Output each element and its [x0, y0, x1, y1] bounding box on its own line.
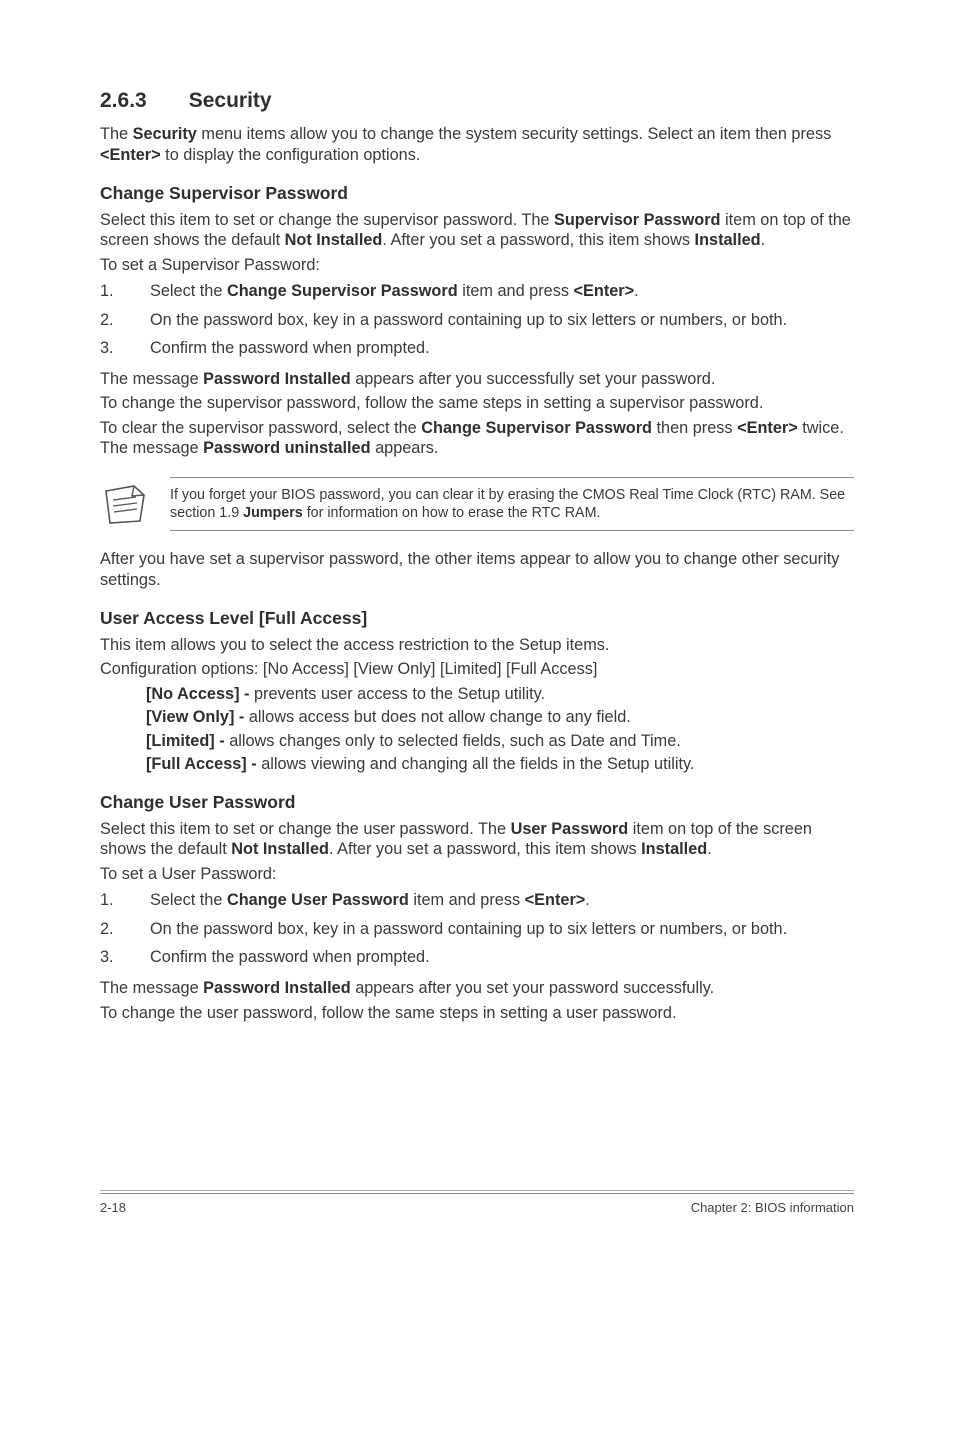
bold: Change Supervisor Password — [227, 282, 458, 300]
section-number: 2.6.3 — [100, 88, 147, 114]
subheading-change-supervisor-password: Change Supervisor Password — [100, 182, 854, 204]
cup-paragraph-4: To change the user password, follow the … — [100, 1003, 854, 1024]
step-text: Confirm the password when prompted. — [150, 947, 854, 968]
csp-paragraph-3: The message Password Installed appears a… — [100, 369, 854, 390]
bold: Password Installed — [203, 979, 351, 997]
text: . — [585, 891, 590, 909]
step-text: Confirm the password when prompted. — [150, 338, 854, 359]
text: . — [634, 282, 639, 300]
option-view-only: [View Only] - allows access but does not… — [146, 707, 854, 728]
intro-paragraph: The Security menu items allow you to cha… — [100, 124, 854, 165]
text: appears after you successfully set your … — [351, 370, 716, 388]
footer-page-number: 2-18 — [100, 1200, 126, 1216]
step-number: 1. — [100, 281, 120, 302]
list-item: 2. On the password box, key in a passwor… — [100, 310, 854, 331]
subheading-change-user-password: Change User Password — [100, 791, 854, 813]
step-number: 3. — [100, 338, 120, 359]
text: allows changes only to selected fields, … — [229, 732, 681, 750]
csp-paragraph-2: To set a Supervisor Password: — [100, 255, 854, 276]
text: then press — [652, 419, 737, 437]
bold: [Full Access] - — [146, 755, 261, 773]
cup-paragraph-1: Select this item to set or change the us… — [100, 819, 854, 860]
list-item: 3. Confirm the password when prompted. — [100, 338, 854, 359]
after-note-paragraph: After you have set a supervisor password… — [100, 549, 854, 590]
list-item: 1. Select the Change User Password item … — [100, 890, 854, 911]
text: item and press — [409, 891, 525, 909]
text: . After you set a password, this item sh… — [329, 840, 641, 858]
text: appears after you set your password succ… — [351, 979, 714, 997]
text: allows access but does not allow change … — [249, 708, 631, 726]
text: Select the — [150, 282, 227, 300]
ual-paragraph-1: This item allows you to select the acces… — [100, 635, 854, 656]
bold: Not Installed — [231, 840, 329, 858]
cup-paragraph-2: To set a User Password: — [100, 864, 854, 885]
bold: Change User Password — [227, 891, 409, 909]
csp-paragraph-4: To change the supervisor password, follo… — [100, 393, 854, 414]
text: Select the — [150, 891, 227, 909]
section-title: Security — [189, 88, 272, 114]
text: allows viewing and changing all the fiel… — [261, 755, 694, 773]
csp-steps: 1. Select the Change Supervisor Password… — [100, 281, 854, 359]
text: menu items allow you to change the syste… — [197, 125, 831, 143]
step-number: 1. — [100, 890, 120, 911]
bold: Security — [133, 125, 197, 143]
text: To clear the supervisor password, select… — [100, 419, 421, 437]
text: for information on how to erase the RTC … — [303, 505, 601, 521]
subheading-user-access-level: User Access Level [Full Access] — [100, 607, 854, 629]
text: . After you set a password, this item sh… — [382, 231, 694, 249]
step-text: On the password box, key in a password c… — [150, 310, 854, 331]
text: The message — [100, 979, 203, 997]
ual-options: [No Access] - prevents user access to th… — [146, 684, 854, 775]
step-number: 3. — [100, 947, 120, 968]
list-item: 1. Select the Change Supervisor Password… — [100, 281, 854, 302]
page-footer: 2-18 Chapter 2: BIOS information — [100, 1193, 854, 1216]
bold: Installed — [695, 231, 761, 249]
step-text: On the password box, key in a password c… — [150, 919, 854, 940]
bold: Jumpers — [243, 505, 303, 521]
bold: <Enter> — [525, 891, 586, 909]
bold: [No Access] - — [146, 685, 254, 703]
csp-paragraph-5: To clear the supervisor password, select… — [100, 418, 854, 459]
bold: <Enter> — [100, 146, 161, 164]
option-full-access: [Full Access] - allows viewing and chang… — [146, 754, 854, 775]
text: Select this item to set or change the us… — [100, 820, 511, 838]
bold: <Enter> — [574, 282, 635, 300]
footer-chapter: Chapter 2: BIOS information — [691, 1200, 854, 1216]
csp-paragraph-1: Select this item to set or change the su… — [100, 210, 854, 251]
text: . — [707, 840, 712, 858]
bold: Not Installed — [285, 231, 383, 249]
bold: User Password — [511, 820, 629, 838]
section-heading: 2.6.3 Security — [100, 88, 854, 114]
bold: Password uninstalled — [203, 439, 370, 457]
note-callout: If you forget your BIOS password, you ca… — [100, 477, 854, 532]
bold: Password Installed — [203, 370, 351, 388]
cup-paragraph-3: The message Password Installed appears a… — [100, 978, 854, 999]
text: item and press — [458, 282, 574, 300]
step-number: 2. — [100, 919, 120, 940]
bold: <Enter> — [737, 419, 798, 437]
bold: Supervisor Password — [554, 211, 721, 229]
text: The — [100, 125, 133, 143]
option-limited: [Limited] - allows changes only to selec… — [146, 731, 854, 752]
list-item: 3. Confirm the password when prompted. — [100, 947, 854, 968]
bold: [View Only] - — [146, 708, 249, 726]
text: appears. — [371, 439, 439, 457]
bold: Change Supervisor Password — [421, 419, 652, 437]
text: The message — [100, 370, 203, 388]
text: Select this item to set or change the su… — [100, 211, 554, 229]
step-text: Select the Change User Password item and… — [150, 890, 854, 911]
step-number: 2. — [100, 310, 120, 331]
bold: [Limited] - — [146, 732, 229, 750]
note-text: If you forget your BIOS password, you ca… — [170, 477, 854, 532]
cup-steps: 1. Select the Change User Password item … — [100, 890, 854, 968]
ual-paragraph-2: Configuration options: [No Access] [View… — [100, 659, 854, 680]
note-paper-icon — [100, 483, 150, 525]
text: prevents user access to the Setup utilit… — [254, 685, 545, 703]
option-no-access: [No Access] - prevents user access to th… — [146, 684, 854, 705]
bold: Installed — [641, 840, 707, 858]
step-text: Select the Change Supervisor Password it… — [150, 281, 854, 302]
text: . — [761, 231, 766, 249]
list-item: 2. On the password box, key in a passwor… — [100, 919, 854, 940]
text: to display the configuration options. — [161, 146, 421, 164]
